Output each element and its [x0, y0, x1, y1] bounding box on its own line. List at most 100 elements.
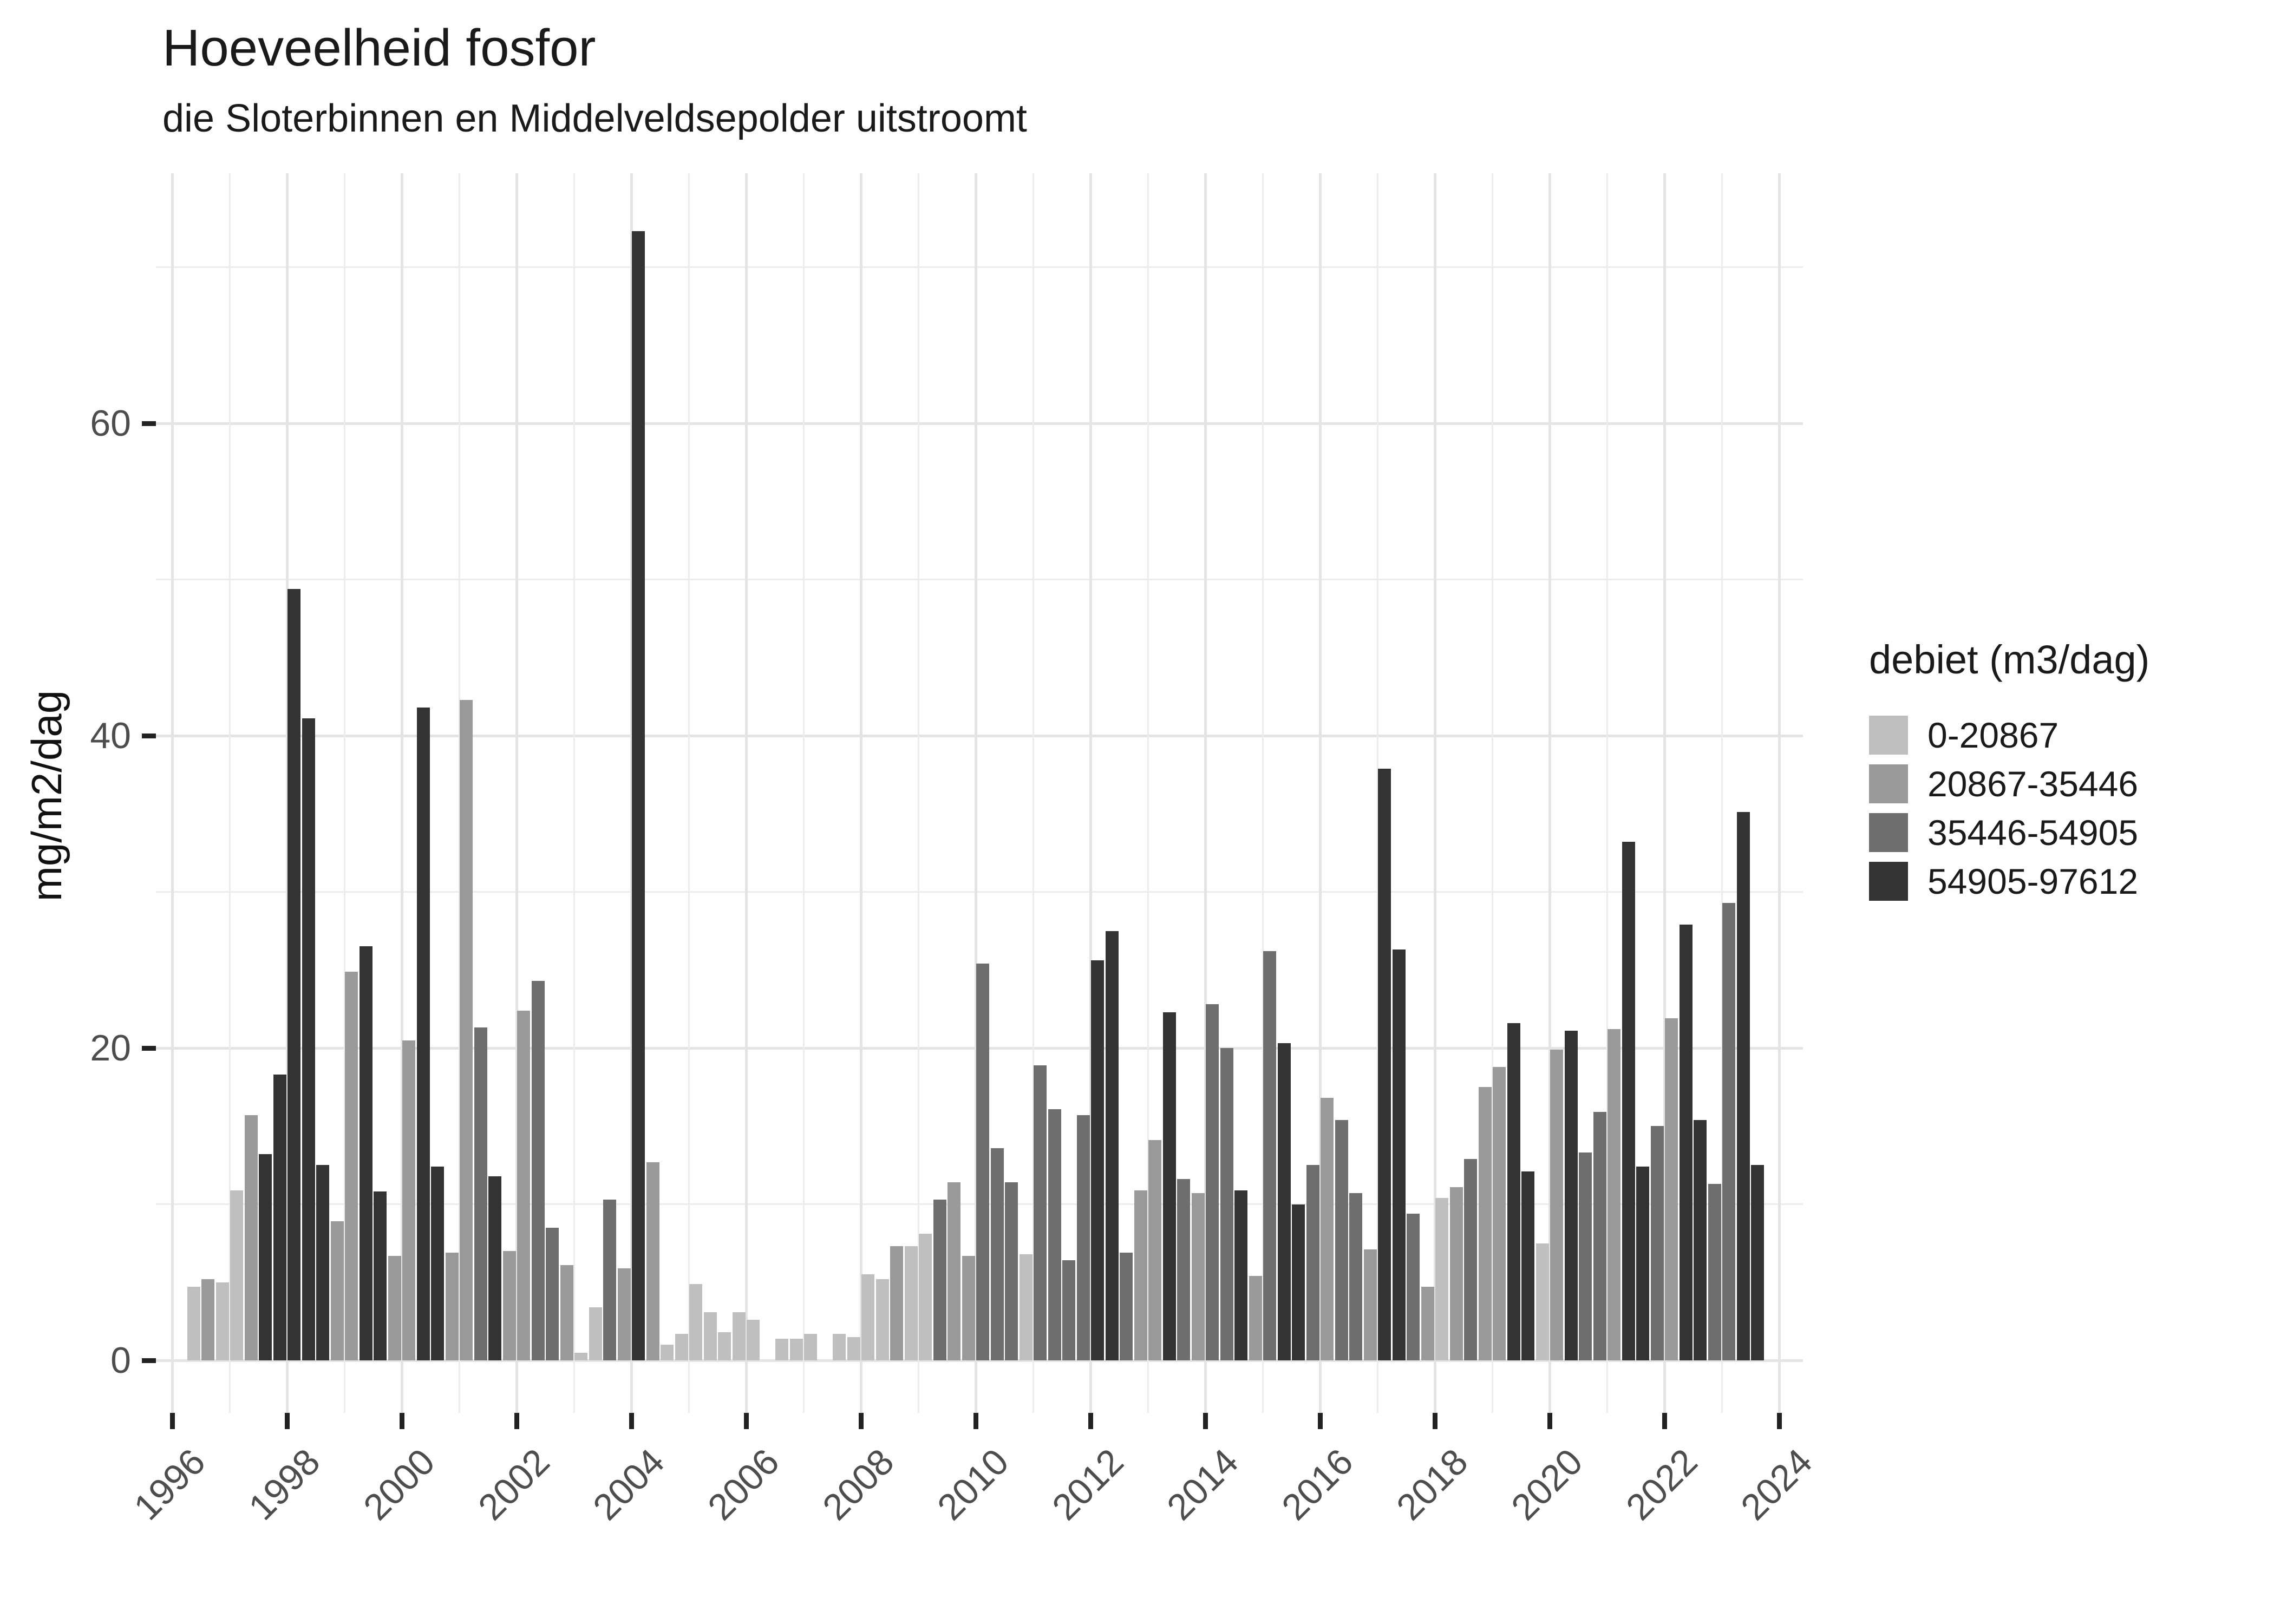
x-axis-tick-2010: [973, 1413, 978, 1429]
gridline-x-2004: [630, 173, 633, 1413]
x-axis-tick-1996: [170, 1413, 175, 1429]
bar-2005-Q3: [718, 1332, 731, 1360]
gridline-y-40: [156, 734, 1803, 737]
bar-2011-Q2: [1048, 1109, 1061, 1360]
bar-2001-Q2: [474, 1027, 487, 1360]
bar-2009-Q4: [962, 1255, 975, 1360]
bar-2013-Q4: [1191, 1193, 1205, 1360]
x-axis-label-2008: 2008: [814, 1440, 902, 1528]
bar-2000-Q1: [402, 1040, 416, 1360]
bar-2000-Q2: [416, 708, 430, 1360]
bar-2001-Q4: [502, 1251, 516, 1360]
gridline-x-2010: [974, 173, 977, 1413]
bar-2017-Q2: [1392, 949, 1406, 1360]
x-axis-label-2000: 2000: [355, 1440, 443, 1528]
bar-1996-Q3: [201, 1279, 215, 1360]
y-axis-tick-0: [142, 1358, 156, 1363]
bar-2015-Q4: [1306, 1165, 1319, 1360]
gridline-x-2022: [1663, 173, 1666, 1413]
y-axis-label-0: 0: [110, 1340, 131, 1381]
bar-1998-Q4: [330, 1221, 344, 1360]
x-axis-label-2002: 2002: [470, 1440, 558, 1528]
bar-2010-Q4: [1019, 1254, 1033, 1360]
chart-title: Hoeveelheid fosfor: [162, 19, 596, 77]
x-axis-label-2014: 2014: [1159, 1440, 1246, 1528]
x-axis-label-2022: 2022: [1618, 1440, 1706, 1528]
legend: debiet (m3/dag) 0-20867 20867-35446 35446-…: [1869, 637, 2149, 910]
gridline-x-2002: [515, 173, 518, 1413]
bar-2021-Q1: [1608, 1029, 1621, 1360]
x-axis-label-2020: 2020: [1503, 1440, 1591, 1528]
y-axis-tick-20: [142, 1046, 156, 1051]
bar-1998-Q1: [287, 588, 301, 1360]
bar-2006-Q3: [775, 1338, 789, 1360]
x-axis-label-2010: 2010: [929, 1440, 1017, 1528]
x-axis-label-1996: 1996: [126, 1440, 213, 1528]
bar-1996-Q4: [215, 1282, 229, 1360]
bar-2023-Q2: [1736, 812, 1750, 1360]
legend-item-35446-54905: 35446-54905: [1869, 813, 2149, 853]
gridline-x-2005: [688, 173, 690, 1413]
x-axis-tick-2014: [1203, 1413, 1208, 1429]
plot-panel: [156, 173, 1803, 1413]
gridline-x-2016: [1318, 173, 1322, 1413]
bar-2006-Q1: [747, 1319, 760, 1360]
bar-2016-Q2: [1335, 1119, 1348, 1360]
bar-2013-Q1: [1148, 1140, 1162, 1360]
x-axis-tick-2024: [1777, 1413, 1782, 1429]
bar-2003-Q1: [574, 1352, 588, 1360]
gridline-x-2015: [1262, 173, 1264, 1413]
bar-2001-Q1: [460, 699, 473, 1360]
gridline-x-2008: [859, 173, 862, 1413]
bar-2022-Q1: [1665, 1018, 1678, 1360]
y-axis-label-20: 20: [90, 1027, 131, 1069]
bar-2011-Q3: [1062, 1260, 1076, 1360]
x-axis-tick-2020: [1547, 1413, 1552, 1429]
legend-item-0-20867: 0-20867: [1869, 715, 2149, 755]
x-axis-label-1998: 1998: [240, 1440, 328, 1528]
legend-key-swatch-1: [1869, 764, 1908, 803]
bar-2004-Q2: [646, 1162, 659, 1360]
bar-1997-Q4: [273, 1075, 286, 1360]
bar-2004-Q4: [675, 1333, 688, 1360]
bar-2002-Q4: [560, 1265, 573, 1360]
gridline-y-60: [156, 422, 1803, 425]
bar-2016-Q1: [1321, 1098, 1334, 1360]
x-axis-tick-2000: [400, 1413, 404, 1429]
bar-2014-Q4: [1249, 1276, 1262, 1360]
gridline-x-2001: [458, 173, 460, 1413]
bar-2005-Q4: [732, 1312, 746, 1360]
gridline-x-1999: [343, 173, 345, 1413]
gridline-y-70: [156, 266, 1803, 268]
bar-2016-Q4: [1363, 1249, 1377, 1360]
gridline-x-2006: [744, 173, 748, 1413]
gridline-x-2000: [400, 173, 403, 1413]
bar-1999-Q2: [359, 946, 373, 1360]
y-axis-label-60: 60: [90, 403, 131, 444]
bar-1996-Q2: [187, 1287, 200, 1360]
bar-2007-Q1: [804, 1333, 818, 1360]
bar-1998-Q2: [302, 718, 315, 1360]
gridline-y-30: [156, 891, 1803, 893]
bar-2019-Q1: [1493, 1066, 1506, 1360]
bar-2021-Q3: [1636, 1167, 1650, 1360]
bar-2009-Q1: [919, 1234, 932, 1360]
bar-2013-Q2: [1162, 1012, 1176, 1360]
legend-items: 0-20867 20867-35446 35446-54905 54905-97612: [1869, 715, 2149, 901]
x-axis-tick-2018: [1433, 1413, 1437, 1429]
bar-2001-Q3: [488, 1176, 502, 1360]
y-axis-label-40: 40: [90, 715, 131, 756]
legend-key-swatch-0: [1869, 716, 1908, 755]
bar-2021-Q2: [1622, 842, 1635, 1360]
bar-2015-Q1: [1263, 951, 1277, 1360]
bar-2004-Q1: [632, 231, 645, 1360]
gridline-x-2021: [1606, 173, 1608, 1413]
bar-2011-Q4: [1076, 1115, 1090, 1360]
bar-2003-Q2: [589, 1307, 602, 1360]
x-axis-tick-2002: [514, 1413, 519, 1429]
x-axis-label-2004: 2004: [585, 1440, 672, 1528]
x-axis-label-2016: 2016: [1273, 1440, 1361, 1528]
bar-2003-Q4: [617, 1268, 631, 1360]
bar-2010-Q2: [990, 1148, 1004, 1360]
bar-2007-Q3: [833, 1333, 846, 1360]
